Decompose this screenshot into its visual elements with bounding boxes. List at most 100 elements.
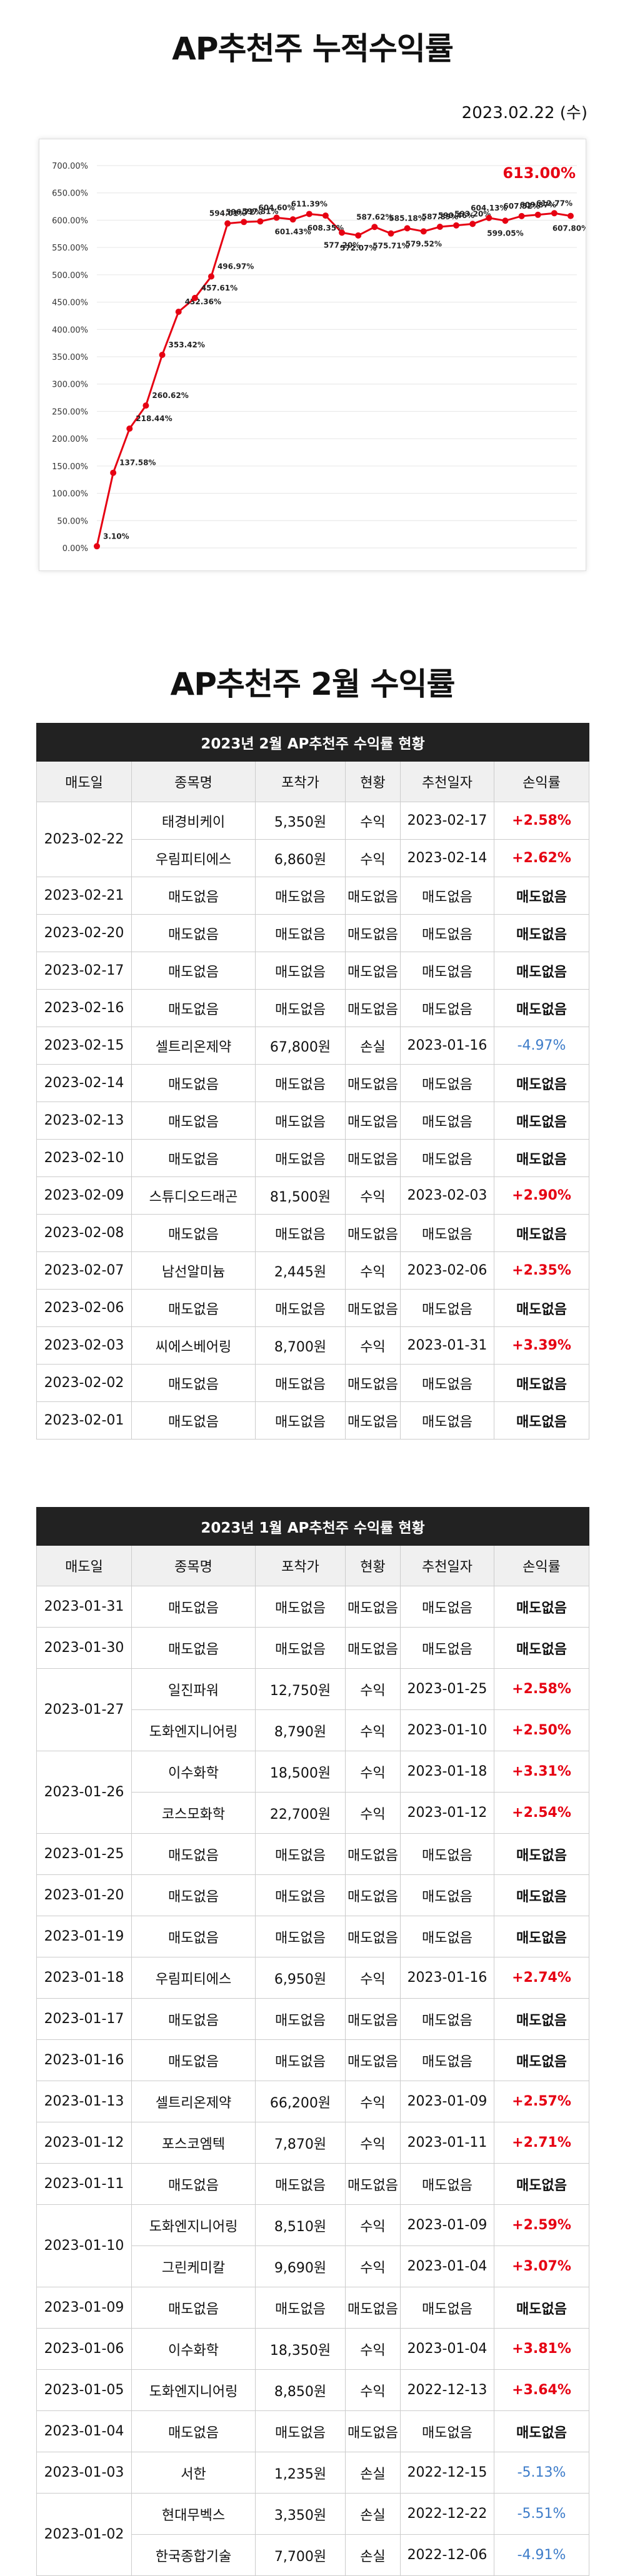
- rec-date: 2023-02-06: [400, 1251, 494, 1290]
- pnl: 매도없음: [493, 2163, 590, 2205]
- point: [388, 230, 394, 237]
- rec-date: 매도없음: [400, 1214, 494, 1252]
- price: 매도없음: [255, 1586, 346, 1628]
- row: 2023-01-30 매도없음 매도없음 매도없음 매도없음 매도없음: [36, 1627, 590, 1669]
- y-tick-label: 250.00%: [52, 407, 88, 417]
- point: [110, 469, 117, 476]
- stock-name: 우림피티에스: [131, 839, 256, 877]
- data-label: 597.81%: [242, 207, 278, 216]
- section-title: AP추천주 2월 수익률: [170, 666, 456, 702]
- caption-row: 2023년 1월 AP추천주 수익률 현황: [36, 1507, 590, 1546]
- pnl: 매도없음: [493, 1586, 590, 1628]
- sell-date: 2023-02-03: [36, 1326, 132, 1365]
- stock-name: 일진파워: [131, 1668, 256, 1710]
- data-label: 604.13%: [471, 204, 507, 212]
- status: 수익: [345, 1709, 401, 1751]
- stock-name: 매도없음: [131, 2287, 256, 2329]
- price: 67,800원: [255, 1027, 346, 1065]
- status: 수익: [345, 1326, 401, 1365]
- stock-name: 매도없음: [131, 1586, 256, 1628]
- y-tick-label: 350.00%: [52, 353, 88, 362]
- pnl: 매도없음: [493, 1102, 590, 1140]
- header-row: 매도일 종목명 포착가 현황 추천일자 손익률: [36, 1545, 590, 1586]
- sell-date: 2023-02-21: [36, 877, 132, 915]
- sell-date: 2023-01-27: [36, 1668, 132, 1751]
- sell-date: 2023-02-22: [36, 802, 132, 877]
- point: [191, 294, 198, 301]
- rec-date: 매도없음: [400, 877, 494, 915]
- point: [420, 228, 427, 235]
- point: [469, 221, 476, 227]
- row: 2023-02-13 매도없음 매도없음 매도없음 매도없음 매도없음: [36, 1102, 590, 1140]
- status: 매도없음: [345, 952, 401, 990]
- sell-date: 2023-02-09: [36, 1176, 132, 1215]
- stock-name: 남선알미늄: [131, 1251, 256, 1290]
- table-caption: 2023년 2월 AP추천주 수익률 현황: [36, 723, 590, 762]
- row: 코스모화학 22,700원 수익 2023-01-12 +2.54%: [37, 1792, 590, 1834]
- point: [551, 210, 558, 217]
- header-cell: 손익률: [493, 1545, 590, 1586]
- stock-name: 우림피티에스: [131, 1957, 256, 1999]
- page-title: AP추천주 누적수익률: [172, 31, 454, 67]
- header-cell: 종목명: [131, 1545, 256, 1586]
- data-label: 218.44%: [136, 414, 172, 423]
- price: 매도없음: [255, 1998, 346, 2040]
- sell-date: 2023-02-16: [36, 989, 132, 1027]
- point: [175, 308, 182, 315]
- stock-name: 매도없음: [131, 2039, 256, 2081]
- price: 6,860원: [255, 839, 346, 877]
- data-label: 3.10%: [103, 532, 129, 540]
- chart-box: 0.00% 50.00% 100.00% 150.00% 200.00% 250.00% 3…: [39, 139, 589, 571]
- pnl: 매도없음: [493, 1627, 590, 1669]
- point: [142, 402, 149, 409]
- table: 2023년 2월 AP추천주 수익률 현황 매도일 종목명 포착가 현황 추천일자 손익률 2…: [36, 723, 590, 1440]
- rec-date: 매도없음: [400, 1102, 494, 1140]
- table-caption: 2023년 1월 AP추천주 수익률 현황: [36, 1507, 590, 1546]
- point: [518, 212, 525, 219]
- pnl: +3.81%: [493, 2328, 590, 2370]
- pnl: +2.90%: [493, 1176, 590, 1215]
- pnl: 매도없음: [493, 989, 590, 1027]
- data-label: 609.87%: [520, 201, 556, 209]
- price: 6,950원: [255, 1957, 346, 1999]
- stock-name: 현대무벡스: [131, 2493, 256, 2535]
- rec-date: 매도없음: [400, 1627, 494, 1669]
- price: 81,500원: [255, 1176, 346, 1215]
- stock-name: 이수화학: [131, 2328, 256, 2370]
- data-label: 496.97%: [218, 262, 254, 271]
- header-cell: 추천일자: [400, 1545, 494, 1586]
- rec-date: 2023-01-16: [400, 1957, 494, 1999]
- row: 2023-01-19 매도없음 매도없음 매도없음 매도없음 매도없음: [36, 1916, 590, 1957]
- rec-date: 2023-01-18: [400, 1751, 494, 1793]
- stock-name: 태경비케이: [131, 802, 256, 840]
- date: 2023.02.22 (수): [461, 104, 588, 122]
- status: 수익: [345, 2245, 401, 2287]
- stock-name: 매도없음: [131, 1289, 256, 1327]
- pnl: 매도없음: [493, 1289, 590, 1327]
- sell-date: 2023-01-25: [36, 1833, 132, 1875]
- row: 2023-01-05 도화엔지니어링 8,850원 수익 2022-12-13 +3.64…: [36, 2369, 590, 2411]
- rec-date: 2022-12-13: [400, 2369, 494, 2411]
- data-label: 260.62%: [152, 391, 188, 400]
- sell-date: 2023-02-13: [36, 1102, 132, 1140]
- status: 매도없음: [345, 1102, 401, 1140]
- point: [453, 222, 460, 229]
- price: 1,235원: [255, 2452, 346, 2494]
- data-label: 137.58%: [119, 459, 156, 467]
- status: 수익: [345, 1751, 401, 1793]
- price: 매도없음: [255, 952, 346, 990]
- status: 매도없음: [345, 1874, 401, 1916]
- rec-date: 매도없음: [400, 1998, 494, 2040]
- status: 매도없음: [345, 1214, 401, 1252]
- pnl: 매도없음: [493, 914, 590, 952]
- price: 8,510원: [255, 2204, 346, 2246]
- data-label: 599.05%: [487, 229, 523, 237]
- sell-date: 2023-01-09: [36, 2287, 132, 2329]
- stock-name: 셀트리온제약: [131, 1027, 256, 1065]
- stock-name: 매도없음: [131, 989, 256, 1027]
- price: 7,700원: [255, 2534, 346, 2576]
- row: 2023-01-31 매도없음 매도없음 매도없음 매도없음 매도없음: [36, 1586, 590, 1628]
- rec-date: 매도없음: [400, 989, 494, 1027]
- point: [94, 543, 100, 550]
- rec-date: 매도없음: [400, 1874, 494, 1916]
